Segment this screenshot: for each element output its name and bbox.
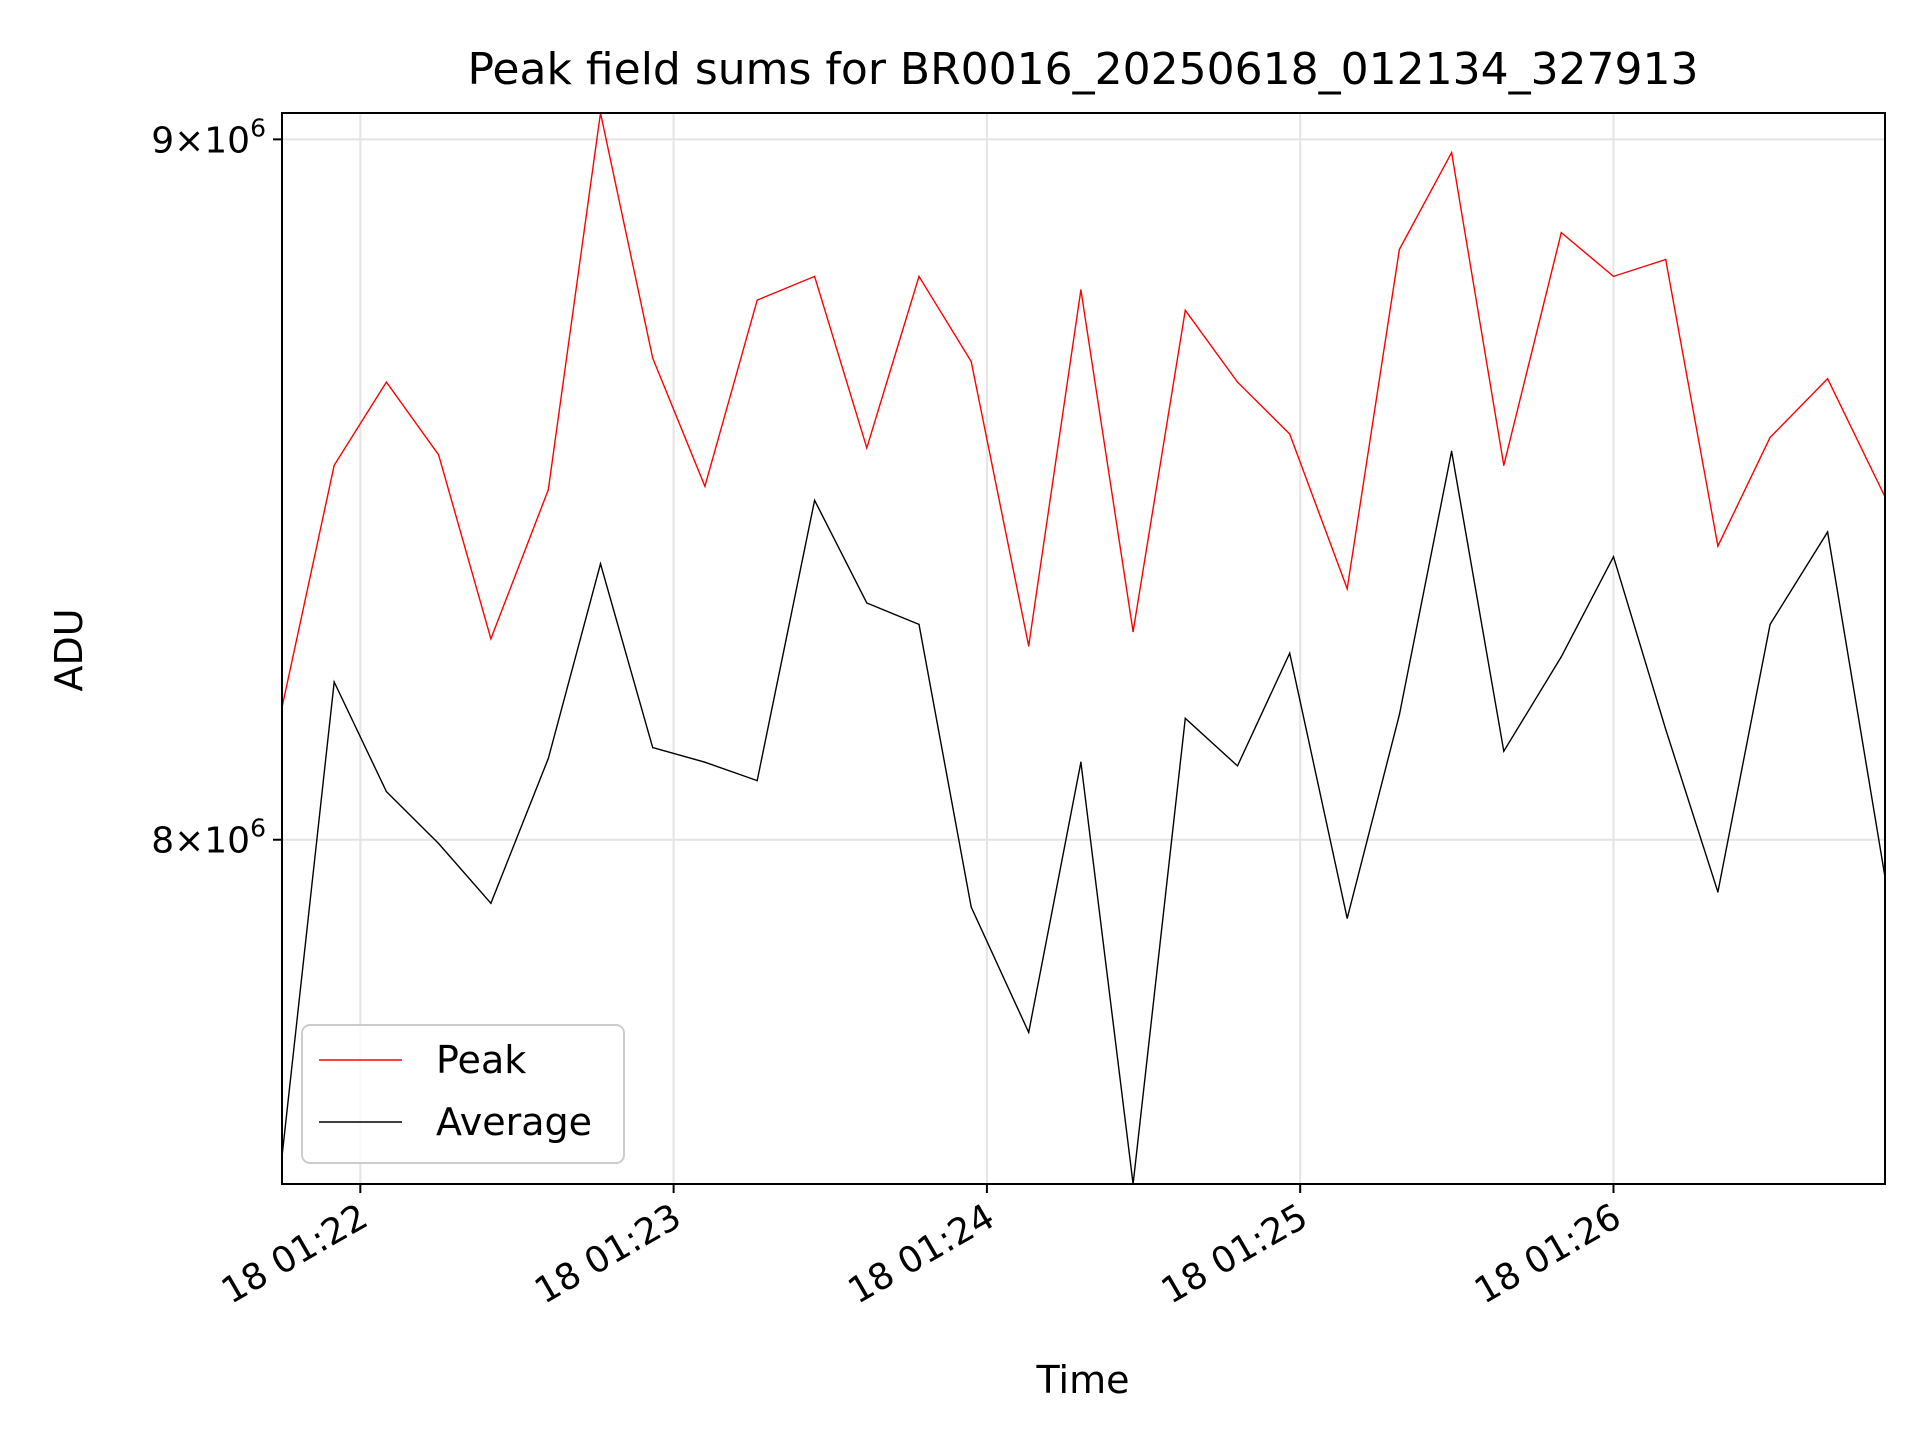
data-point-average — [704, 761, 706, 763]
data-point-peak — [704, 485, 706, 487]
data-point-average — [547, 757, 549, 760]
data-point-average — [333, 681, 335, 683]
data-point-peak — [1289, 433, 1291, 435]
data-point-peak — [547, 489, 549, 491]
data-point-peak — [1665, 258, 1667, 261]
legend-label-average: Average — [436, 1100, 592, 1144]
data-point-peak — [1612, 275, 1615, 278]
y-tick-label: 9×106 — [151, 113, 266, 161]
data-point-peak — [652, 357, 654, 359]
chart-title: Peak field sums for BR0016_20250618_0121… — [467, 44, 1698, 95]
plot-frame — [281, 112, 1886, 1185]
data-point-average — [1236, 765, 1239, 767]
data-point-peak — [1080, 289, 1082, 291]
y-tick-label: 8×106 — [151, 814, 266, 862]
data-point-peak — [813, 275, 816, 278]
x-axis-label: Time — [1036, 1358, 1130, 1402]
data-point-peak — [1184, 309, 1187, 311]
data-point-peak — [1769, 436, 1771, 439]
data-point-peak — [1236, 381, 1239, 383]
data-point-average — [1080, 761, 1082, 763]
data-point-average — [1184, 717, 1187, 719]
grid-lines — [282, 113, 1885, 1184]
data-point-average — [599, 563, 602, 565]
data-point-average — [918, 623, 920, 626]
data-point-average — [1612, 556, 1615, 558]
legend: Peak Average — [301, 1024, 625, 1164]
data-point-peak — [756, 299, 758, 301]
y-axis-label: ADU — [47, 608, 91, 691]
data-point-peak — [1717, 545, 1719, 547]
data-point-average — [385, 790, 388, 793]
data-point-average — [1717, 891, 1719, 893]
data-point-average — [1028, 1031, 1030, 1034]
data-point-peak — [333, 464, 335, 466]
data-point-average — [1398, 714, 1401, 716]
data-point-peak — [1560, 231, 1563, 234]
data-point-average — [970, 906, 972, 908]
data-point-average — [1560, 656, 1563, 658]
data-point-peak — [437, 454, 440, 456]
data-point-average — [1769, 623, 1771, 626]
data-point-peak — [918, 275, 920, 278]
data-point-average — [1826, 531, 1829, 533]
data-point-peak — [1346, 588, 1348, 590]
data-point-average — [813, 499, 816, 501]
data-point-average — [1665, 728, 1667, 730]
data-point-peak — [1028, 645, 1030, 647]
data-point-average — [652, 746, 654, 749]
data-point-peak — [490, 638, 492, 640]
data-point-average — [756, 779, 758, 782]
data-point-average — [490, 902, 492, 904]
data-point-average — [1346, 917, 1348, 919]
data-point-peak — [1450, 151, 1453, 154]
data-point-peak — [385, 381, 388, 383]
series-average — [282, 450, 1885, 1184]
data-point-peak — [1398, 248, 1401, 251]
data-point-peak — [1503, 464, 1505, 466]
data-point-peak — [970, 360, 972, 363]
data-point-average — [1289, 652, 1291, 654]
data-point-peak — [1826, 378, 1829, 380]
y-axis: 8×106 9×106 — [151, 113, 282, 862]
legend-label-peak: Peak — [436, 1038, 526, 1082]
data-point-average — [437, 842, 440, 845]
data-point-average — [1450, 450, 1453, 452]
data-point-average — [866, 602, 868, 604]
data-point-average — [1503, 750, 1505, 752]
data-point-peak — [1132, 630, 1134, 633]
data-point-peak — [866, 447, 868, 449]
